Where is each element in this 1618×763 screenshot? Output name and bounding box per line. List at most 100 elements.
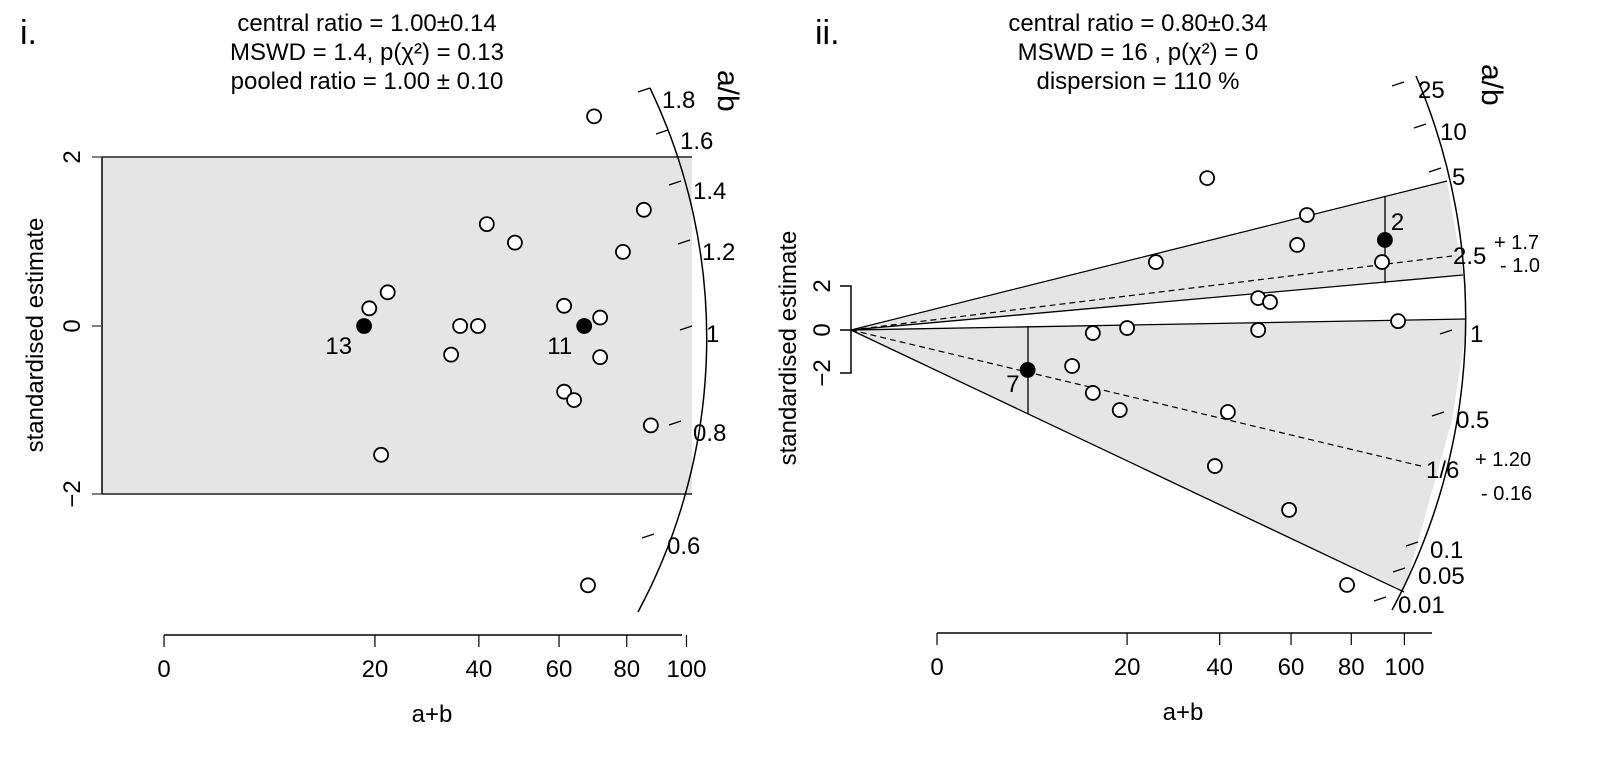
panel-ii-title-line-1: central ratio = 0.80±0.34 <box>1008 10 1267 37</box>
panel-ii-radial-arc <box>1391 75 1467 611</box>
data-point-label: 7 <box>1006 371 1019 398</box>
radial-tick-label: 25 <box>1418 77 1445 104</box>
radial-tick-label: 1.6 <box>680 128 713 155</box>
panel-ii-band-2-upper <box>850 180 1448 331</box>
radial-tick-label: 10 <box>1440 119 1467 146</box>
radial-tick <box>655 129 669 135</box>
x-tick-label: 20 <box>1114 654 1141 681</box>
x-tick-label: 40 <box>1206 654 1233 681</box>
radial-tick-label: 1.8 <box>662 87 695 114</box>
panel-ii-band-7-lower <box>850 329 1405 593</box>
data-point <box>635 201 652 218</box>
panel-ii-xlabel: a+b <box>1163 699 1204 726</box>
panel-ii-band-2-lower <box>850 274 1464 331</box>
panel-i-ytick-label-neg2: −2 <box>59 480 86 507</box>
data-point-highlighted <box>356 318 372 334</box>
data-point <box>566 392 582 408</box>
data-point <box>507 234 523 251</box>
radial-tick <box>677 239 691 245</box>
data-point <box>1206 458 1223 474</box>
data-point <box>443 346 459 363</box>
data-point <box>1111 402 1128 418</box>
panel-i-2sigma-band <box>102 157 692 494</box>
radial-tick <box>679 325 693 331</box>
data-point <box>556 297 573 314</box>
data-point-highlighted <box>576 318 593 334</box>
data-point <box>1289 237 1306 253</box>
radial-tick <box>1439 329 1453 335</box>
panel-ii-component-2-ratio: 2.5 <box>1453 243 1486 270</box>
panel-ii-ylabel: standardised estimate <box>775 231 802 466</box>
data-point-highlighted <box>1377 232 1393 248</box>
data-point <box>556 383 573 400</box>
panel-ii-ytick-label-0: 0 <box>809 323 836 336</box>
radial-tick <box>1392 567 1406 573</box>
data-point <box>592 349 609 366</box>
radial-tick-label: 0.05 <box>1418 563 1465 590</box>
panel-ii-title-line-2: MSWD = 16 , p(χ²) = 0 <box>1018 39 1259 66</box>
panel-ii-component-2-plus: + 1.7 <box>1494 232 1539 254</box>
radial-tick-label: 0.6 <box>667 533 700 560</box>
data-point <box>642 417 659 434</box>
panel-ii-radial-label: a/b <box>1475 64 1508 106</box>
data-point <box>1119 320 1136 336</box>
x-tick-label: 100 <box>666 656 706 683</box>
x-tick-label: 40 <box>466 656 493 683</box>
radial-tick-label: 0.8 <box>693 420 726 447</box>
panel-i-ylabel: standardised estimate <box>22 218 49 453</box>
radial-tick-label: 0.01 <box>1398 592 1445 619</box>
panel-ii-band-7-upper <box>850 318 1467 331</box>
x-tick-label: 0 <box>930 654 943 681</box>
panel-ii-component-2-minus: - 1.0 <box>1500 255 1540 277</box>
panel-ii-component-7-plus: + 1.20 <box>1475 449 1531 471</box>
data-point <box>470 318 486 334</box>
radial-tick <box>1373 596 1387 602</box>
data-point <box>1299 207 1315 223</box>
data-point <box>1064 358 1081 374</box>
data-point <box>1084 325 1101 341</box>
x-tick-label: 60 <box>546 656 573 683</box>
panel-i-radial-label: a/b <box>711 70 744 112</box>
data-point <box>361 300 378 317</box>
panel-i-radial-arc <box>637 87 708 613</box>
data-point <box>1219 404 1236 420</box>
data-point-label: 2 <box>1391 209 1404 236</box>
data-point-label: 11 <box>547 333 572 360</box>
x-tick-label: 0 <box>157 656 170 683</box>
panel-ii-component-7-ratio: 1/6 <box>1426 457 1459 484</box>
data-point <box>1374 254 1390 270</box>
panel-ii-component-7-line <box>850 329 1422 467</box>
radial-tick-label: 1 <box>1470 321 1483 348</box>
panel-ii-component-7-band <box>851 319 1466 592</box>
panel-ii-label: ii. <box>815 14 840 52</box>
radial-tick-label: 5 <box>1452 164 1465 191</box>
data-point <box>1339 577 1355 593</box>
radial-tick <box>637 87 651 93</box>
panel-i-points: 13 11 <box>325 108 659 594</box>
x-tick-label: 100 <box>1384 654 1424 681</box>
data-point <box>1390 313 1406 330</box>
panel-ii-ytick-label-2: 2 <box>809 279 836 292</box>
panel-i: i. central ratio = 1.00±0.14 MSWD = 1.4,… <box>20 10 744 728</box>
panel-i-ytick-label-2: 2 <box>59 150 86 163</box>
x-tick-label: 80 <box>613 656 640 683</box>
data-point <box>615 244 631 260</box>
panel-i-label: i. <box>20 14 37 52</box>
x-tick-label: 60 <box>1278 654 1305 681</box>
data-point <box>478 216 495 233</box>
panel-ii-radial-ticks: 25 10 5 1 0.5 0.10.050.01 <box>1373 77 1489 619</box>
data-point <box>1084 385 1101 401</box>
panel-i-xlabel: a+b <box>412 701 453 728</box>
panel-ii-points: 27 <box>1006 170 1406 593</box>
panel-i-title-line-3: pooled ratio = 1.00 ± 0.10 <box>231 68 504 95</box>
panel-i-title-line-2: MSWD = 1.4, p(χ²) = 0.13 <box>230 39 504 66</box>
x-tick-label: 80 <box>1338 654 1365 681</box>
radial-tick-label: 1.4 <box>693 178 726 205</box>
data-point <box>1250 322 1267 338</box>
data-point <box>373 446 389 463</box>
panel-ii-title-line-3: dispersion = 110 % <box>1036 68 1239 95</box>
data-point-label: 13 <box>325 333 352 360</box>
panel-ii-x-ticks: 0 20 40 60 80 100 <box>930 633 1424 681</box>
data-point <box>592 309 609 326</box>
